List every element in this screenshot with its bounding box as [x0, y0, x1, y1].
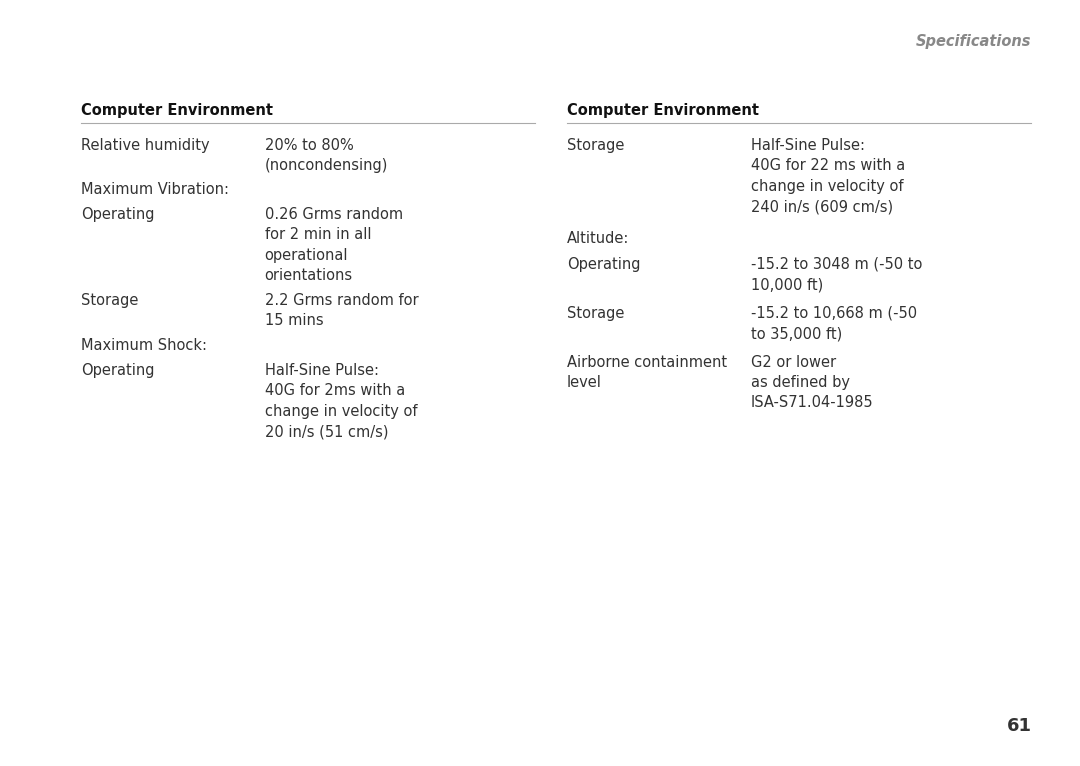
- Text: Computer Environment: Computer Environment: [567, 103, 759, 119]
- Text: Operating: Operating: [81, 363, 154, 378]
- Text: Storage: Storage: [81, 293, 138, 308]
- Text: -15.2 to 10,668 m (-50
to 35,000 ft): -15.2 to 10,668 m (-50 to 35,000 ft): [751, 306, 917, 341]
- Text: Operating: Operating: [567, 257, 640, 272]
- Text: Relative humidity: Relative humidity: [81, 138, 210, 153]
- Text: G2 or lower
as defined by
ISA-S71.04-1985: G2 or lower as defined by ISA-S71.04-198…: [751, 355, 874, 411]
- Text: Maximum Shock:: Maximum Shock:: [81, 338, 207, 353]
- Text: Airborne containment
level: Airborne containment level: [567, 355, 727, 390]
- Text: Specifications: Specifications: [916, 34, 1031, 50]
- Text: 2.2 Grms random for
15 mins: 2.2 Grms random for 15 mins: [265, 293, 418, 328]
- Text: Half-Sine Pulse:
40G for 2ms with a
change in velocity of
20 in/s (51 cm/s): Half-Sine Pulse: 40G for 2ms with a chan…: [265, 363, 417, 439]
- Text: 61: 61: [1007, 718, 1031, 735]
- Text: Altitude:: Altitude:: [567, 231, 630, 247]
- Text: Maximum Vibration:: Maximum Vibration:: [81, 182, 229, 197]
- Text: 20% to 80%
(noncondensing): 20% to 80% (noncondensing): [265, 138, 388, 173]
- Text: Operating: Operating: [81, 207, 154, 222]
- Text: Half-Sine Pulse:
40G for 22 ms with a
change in velocity of
240 in/s (609 cm/s): Half-Sine Pulse: 40G for 22 ms with a ch…: [751, 138, 905, 214]
- Text: Computer Environment: Computer Environment: [81, 103, 273, 119]
- Text: Storage: Storage: [567, 306, 624, 321]
- Text: 0.26 Grms random
for 2 min in all
operational
orientations: 0.26 Grms random for 2 min in all operat…: [265, 207, 403, 283]
- Text: Storage: Storage: [567, 138, 624, 153]
- Text: -15.2 to 3048 m (-50 to
10,000 ft): -15.2 to 3048 m (-50 to 10,000 ft): [751, 257, 922, 292]
